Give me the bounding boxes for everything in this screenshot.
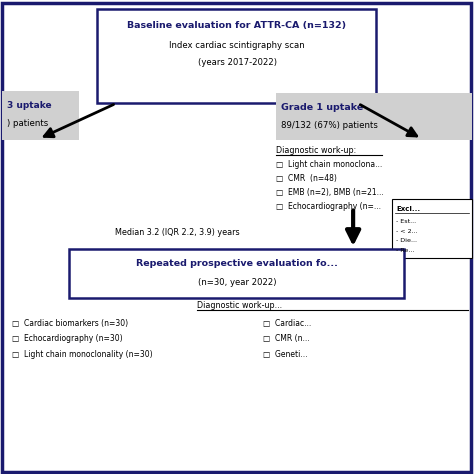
Text: □  Echocardiography (n=30): □ Echocardiography (n=30): [12, 335, 122, 343]
Text: Median 3.2 (IQR 2.2, 3.9) years: Median 3.2 (IQR 2.2, 3.9) years: [116, 228, 240, 237]
Text: Diagnostic work-up...: Diagnostic work-up...: [197, 301, 282, 310]
Text: □  Light chain monoclona...: □ Light chain monoclona...: [276, 161, 382, 169]
Text: - Est...: - Est...: [396, 219, 416, 224]
Text: Diagnostic work-up:: Diagnostic work-up:: [276, 146, 356, 155]
FancyBboxPatch shape: [276, 93, 472, 140]
Text: (years 2017-2022): (years 2017-2022): [198, 58, 276, 67]
Text: □  Cardiac biomarkers (n=30): □ Cardiac biomarkers (n=30): [12, 319, 128, 328]
Text: 89/132 (67%) patients: 89/132 (67%) patients: [281, 121, 377, 129]
Text: (n=30, year 2022): (n=30, year 2022): [198, 278, 276, 286]
FancyBboxPatch shape: [69, 249, 404, 298]
Text: □  Cardiac...: □ Cardiac...: [263, 319, 311, 328]
Text: □  EMB (n=2), BMB (n=21...: □ EMB (n=2), BMB (n=21...: [276, 188, 383, 197]
Text: Grade 1 uptake: Grade 1 uptake: [281, 103, 363, 112]
Text: Repeated prospective evaluation fo...: Repeated prospective evaluation fo...: [136, 259, 338, 267]
Text: - Die...: - Die...: [396, 238, 417, 243]
Text: □  Echocardiography (n=...: □ Echocardiography (n=...: [276, 202, 381, 210]
Text: ) patients: ) patients: [7, 119, 48, 128]
Text: - Re...: - Re...: [396, 248, 415, 253]
Text: □  Light chain monoclonality (n=30): □ Light chain monoclonality (n=30): [12, 350, 153, 359]
FancyBboxPatch shape: [97, 9, 376, 103]
Text: - < 2...: - < 2...: [396, 229, 418, 234]
FancyBboxPatch shape: [392, 199, 472, 258]
Text: Excl...: Excl...: [396, 206, 420, 211]
FancyBboxPatch shape: [2, 91, 79, 140]
Text: 3 uptake: 3 uptake: [7, 101, 52, 109]
Text: □  Geneti...: □ Geneti...: [263, 350, 308, 359]
Text: □  CMR  (n=48): □ CMR (n=48): [276, 174, 337, 183]
Text: □  CMR (n...: □ CMR (n...: [263, 335, 310, 343]
FancyBboxPatch shape: [2, 3, 471, 472]
Text: Baseline evaluation for ATTR-CA (n=132): Baseline evaluation for ATTR-CA (n=132): [128, 21, 346, 29]
Text: Index cardiac scintigraphy scan: Index cardiac scintigraphy scan: [169, 41, 305, 49]
